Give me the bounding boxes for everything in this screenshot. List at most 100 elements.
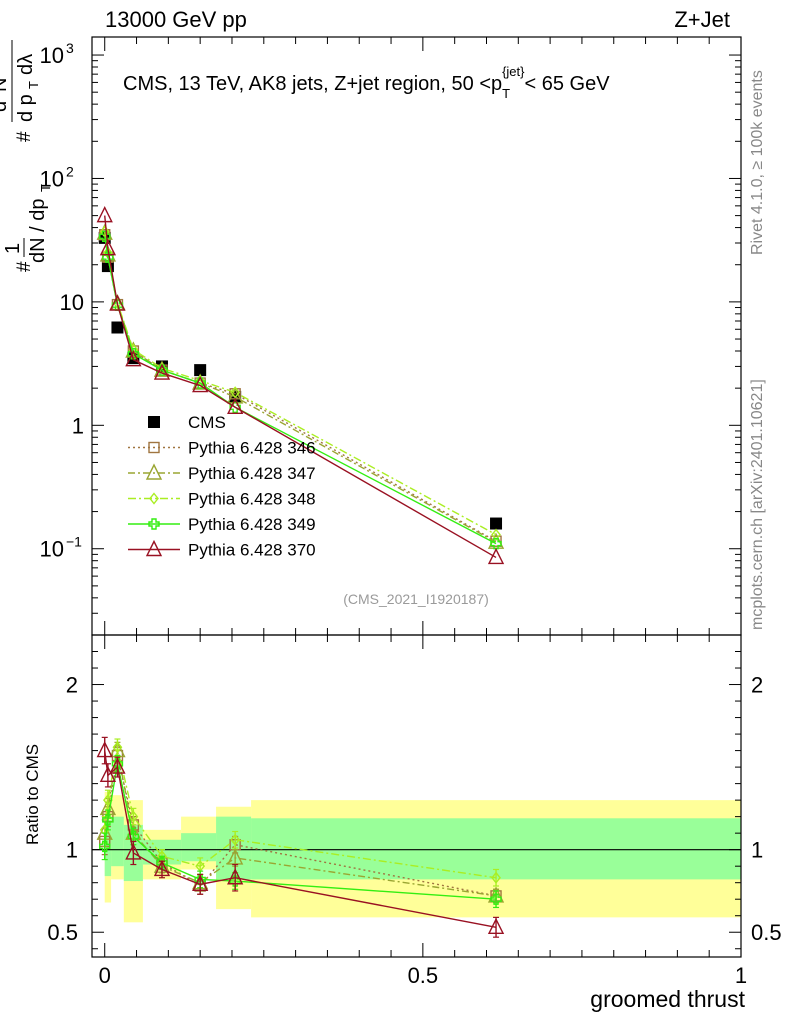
- data-point: [227, 868, 244, 885]
- main-title-sup: {jet}: [502, 64, 525, 79]
- x-tick-label: 0.5: [408, 963, 439, 988]
- data-point: [192, 375, 209, 393]
- data-point: [148, 518, 160, 530]
- ratio-series-pythia-6-428-370: [96, 736, 505, 938]
- data-point: [192, 874, 209, 892]
- data-point: [230, 833, 241, 846]
- data-point: [153, 363, 171, 380]
- data-point: [127, 348, 140, 360]
- legend-item: Pythia 6.428 370: [128, 539, 316, 560]
- main-title-prefix: CMS, 13 TeV, AK8 jets, Z+jet region, 50 …: [123, 73, 502, 95]
- legend: CMS Pythia 6.428 346 Pythia 6.428 347 Pythi…: [128, 413, 316, 560]
- data-point: [99, 765, 117, 783]
- main-y-label: # 1 dN / dp T # d 2 N d p T dλ: [0, 40, 53, 272]
- data-point: [230, 386, 241, 399]
- data-point: [194, 364, 207, 377]
- data-point: [490, 537, 502, 550]
- legend-label: Pythia 6.428 349: [188, 515, 316, 534]
- legend-item: Pythia 6.428 348: [128, 490, 316, 509]
- data-point: [111, 321, 124, 334]
- x-tick-label: 1: [735, 963, 747, 988]
- y-tick-exponent: 2: [66, 163, 74, 179]
- data-point: [227, 397, 244, 414]
- data-point: [125, 350, 142, 367]
- series-cms: [98, 231, 503, 530]
- x-axis-label: groomed thrust: [590, 986, 745, 1012]
- ratio-y-tick-label-right: 2: [751, 673, 763, 698]
- svg-text:d p: d p: [15, 94, 37, 122]
- data-point: [127, 345, 140, 357]
- svg-text:dN / dp: dN / dp: [27, 199, 49, 263]
- legend-item: CMS: [148, 413, 226, 432]
- main-title-suffix: < 65 GeV: [525, 73, 611, 95]
- ratio-line: [104, 747, 497, 879]
- legend-label: CMS: [188, 413, 226, 432]
- data-point: [145, 539, 163, 557]
- legend-label: Pythia 6.428 346: [188, 439, 316, 458]
- ratio-y-tick-label-right: 0.5: [751, 920, 782, 945]
- ratio-y-tick-label: 2: [66, 673, 78, 698]
- series-line: [104, 231, 497, 536]
- data-point: [125, 843, 142, 860]
- y-tick-exponent: −1: [66, 534, 82, 550]
- data-point: [490, 893, 502, 905]
- legend-label: Pythia 6.428 348: [188, 490, 316, 509]
- data-point: [149, 492, 159, 505]
- x-tick-label: 0: [99, 963, 111, 988]
- svg-text:dλ: dλ: [15, 54, 37, 75]
- uncertainty-band-inner: [111, 816, 124, 867]
- ratio-y-tick-label: 1: [66, 838, 78, 863]
- data-point: [491, 871, 501, 884]
- svg-text:#: #: [14, 261, 35, 272]
- analysis-tag: (CMS_2021_I1920187): [343, 591, 489, 607]
- mcplots-label: mcplots.cern.ch [arXiv:2401.10621]: [749, 379, 766, 630]
- series-line: [104, 215, 497, 559]
- legend-label: Pythia 6.428 370: [188, 541, 316, 560]
- ratio-line: [104, 750, 497, 928]
- data-point: [491, 528, 501, 541]
- uncertainty-band-inner: [181, 833, 217, 862]
- legend-label: Pythia 6.428 347: [188, 464, 316, 483]
- legend-item: Pythia 6.428 349: [128, 515, 316, 534]
- data-point: [145, 463, 163, 480]
- main-title: CMS, 13 TeV, AK8 jets, Z+jet region, 50 …: [123, 64, 610, 101]
- y-tick-label: 1: [72, 413, 84, 438]
- header-left-label: 13000 GeV pp: [105, 7, 247, 32]
- data-point: [128, 810, 139, 823]
- svg-text:T: T: [38, 184, 53, 192]
- data-point: [96, 206, 113, 223]
- ratio-frame: [91, 634, 742, 958]
- y-tick-label: 10: [40, 166, 64, 191]
- data-point: [96, 741, 113, 758]
- svg-text:d: d: [0, 101, 11, 112]
- data-point: [148, 441, 160, 454]
- y-tick-label: 10: [40, 43, 64, 68]
- legend-item: Pythia 6.428 347: [128, 463, 316, 483]
- ratio-y-tick-label: 0.5: [47, 920, 78, 945]
- data-point: [490, 517, 503, 530]
- data-point: [99, 239, 117, 256]
- data-point: [227, 848, 244, 865]
- data-point: [109, 294, 126, 311]
- data-point: [102, 814, 114, 826]
- svg-text:N: N: [0, 78, 11, 92]
- rivet-label: Rivet 4.1.0, ≥ 100k events: [749, 70, 766, 255]
- data-point: [112, 741, 123, 754]
- data-point: [103, 794, 113, 807]
- svg-text:1: 1: [2, 243, 24, 254]
- series-pythia-6-428-370: [96, 206, 505, 565]
- main-title-sub: T: [502, 86, 510, 101]
- data-point: [109, 757, 126, 774]
- svg-text:T: T: [26, 81, 41, 89]
- y-tick-label: 10: [40, 537, 64, 562]
- legend-item: Pythia 6.428 346: [128, 439, 316, 458]
- svg-text:#: #: [14, 131, 35, 142]
- data-point: [229, 401, 241, 413]
- y-tick-exponent: 3: [66, 40, 74, 56]
- data-point: [99, 840, 111, 853]
- header-right-label: Z+Jet: [674, 7, 730, 32]
- data-point: [153, 859, 171, 877]
- data-point: [487, 547, 505, 565]
